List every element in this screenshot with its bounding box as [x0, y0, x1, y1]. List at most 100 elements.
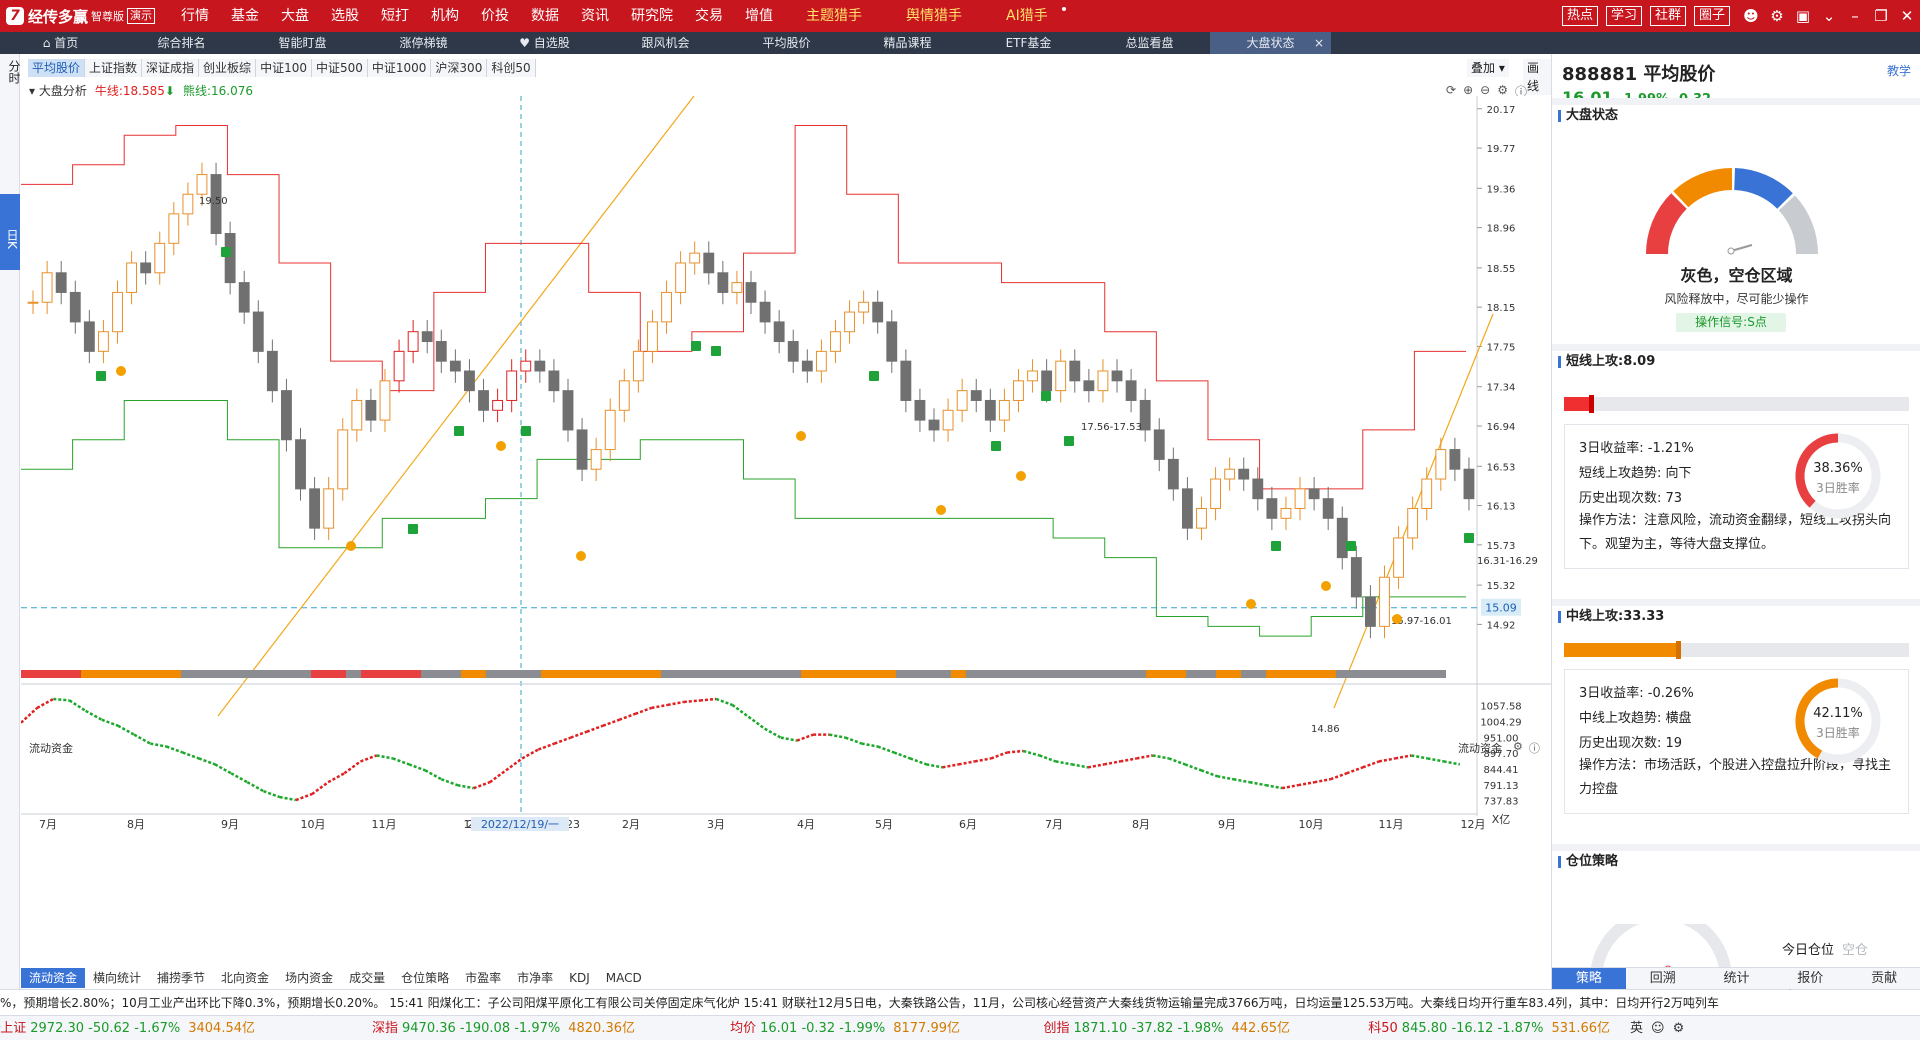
flow-segment [1039, 754, 1057, 763]
side-tab-daily[interactable]: 日K [0, 194, 20, 270]
bottom-tab-flow[interactable]: 流动资金 [21, 968, 86, 988]
panel-tab-stats[interactable]: 统计 [1723, 971, 1750, 986]
tab-average-price[interactable]: 平均股价 [726, 32, 847, 54]
side-tab-intraday[interactable]: 分时 [7, 60, 21, 84]
tab-smart-watch[interactable]: 智能盯盘 [242, 32, 363, 54]
ime-indicator[interactable]: 英 [1630, 1021, 1644, 1036]
candle-body [1210, 478, 1221, 509]
menu-research[interactable]: 研究院 [631, 8, 673, 24]
tab-limit-up[interactable]: 涨停梯镜 [363, 32, 484, 54]
menu-data[interactable]: 数据 [531, 8, 559, 24]
flow-segment [230, 772, 248, 784]
hotspot-button[interactable]: 热点 [1561, 6, 1598, 26]
chevron-down-icon[interactable]: ⌄ [1822, 7, 1836, 25]
menu-trade[interactable]: 交易 [695, 8, 723, 24]
y-tick-label: 18.96 [1487, 224, 1516, 235]
teach-link[interactable]: 教学 [1886, 64, 1911, 78]
menu-value-invest[interactable]: 价投 [481, 8, 509, 24]
help-icon[interactable]: ⓘ [1514, 85, 1527, 99]
tab-courses[interactable]: 精品课程 [847, 32, 968, 54]
bottom-tab-season[interactable]: 捕捞季节 [157, 971, 206, 985]
gear-icon[interactable]: ⚙ [1672, 1021, 1685, 1036]
index-tab-csi500[interactable]: 中证500 [311, 59, 368, 77]
refresh-icon[interactable]: ⟳ [1446, 83, 1457, 97]
zoom-in-icon[interactable]: ⊕ [1463, 83, 1474, 97]
bottom-tab-pe[interactable]: 市盈率 [465, 971, 502, 985]
index-tab-csi1000[interactable]: 中证1000 [367, 59, 432, 77]
index-sh[interactable]: 上证 2972.30 -50.62 -1.67% 3404.54亿 [0, 1016, 265, 1040]
index-tab-csi100[interactable]: 中证100 [256, 59, 312, 77]
flow-segment [747, 715, 766, 730]
app-logo[interactable]: 7 经传多赢 智尊版 演示 [0, 0, 170, 32]
layout-icon[interactable]: ▣ [1795, 7, 1811, 25]
close-icon[interactable]: ✕ [1900, 7, 1914, 25]
menu-short-trade[interactable]: 短打 [381, 8, 409, 24]
tab-close-icon[interactable]: × [1313, 36, 1324, 50]
bottom-tab-horizontal[interactable]: 横向统计 [93, 971, 142, 985]
tab-director[interactable]: 总监看盘 [1089, 32, 1210, 54]
tab-home[interactable]: ⌂ 首页 [0, 32, 121, 54]
settings-icon[interactable]: ⚙ [1770, 7, 1784, 25]
help-icon[interactable]: ⓘ [1528, 742, 1540, 755]
gear-icon[interactable]: ⚙ [1497, 83, 1508, 97]
menu-news[interactable]: 资讯 [581, 8, 609, 24]
index-avg[interactable]: 均价 16.01 -0.32 -1.99% 8177.99亿 [645, 1016, 970, 1040]
indicator-selector[interactable]: ▾ 大盘分析 [29, 84, 87, 98]
bottom-tab-pb[interactable]: 市净率 [517, 971, 554, 985]
index-tab-sh[interactable]: 上证指数 [85, 59, 143, 77]
candle-body [618, 380, 630, 411]
learn-button[interactable]: 学习 [1605, 6, 1642, 26]
emoji-icon[interactable]: ☺ [1651, 1021, 1665, 1036]
index-tab-chinext[interactable]: 创业板综 [199, 59, 257, 77]
circle-button[interactable]: 圈子 [1693, 6, 1730, 26]
zoom-out-icon[interactable]: ⊖ [1480, 83, 1491, 97]
bottom-tab-kdj[interactable]: KDJ [569, 971, 590, 985]
bottom-tab-onfloor[interactable]: 场内资金 [285, 971, 334, 985]
menu-quotes[interactable]: 行情 [181, 8, 209, 24]
tab-follow[interactable]: 跟风机会 [605, 32, 726, 54]
panel-tab-contribution[interactable]: 贡献 [1871, 971, 1898, 986]
menu-ai-hunter[interactable]: AI猎手 [984, 0, 1070, 32]
bottom-tab-volume[interactable]: 成交量 [349, 971, 386, 985]
panel-tab-quote[interactable]: 报价 [1797, 971, 1824, 986]
overlay-dropdown[interactable]: 叠加 ▾ [1467, 59, 1509, 77]
draw-line-button[interactable]: 画线 [1523, 59, 1551, 95]
index-tab-hs300[interactable]: 沪深300 [431, 59, 488, 77]
index-sz[interactable]: 深指 9470.36 -190.08 -1.97% 4820.36亿 [265, 1016, 645, 1040]
gear-icon[interactable]: ⚙ [1513, 740, 1523, 753]
minimize-icon[interactable]: – [1851, 7, 1859, 25]
menu-market[interactable]: 大盘 [281, 8, 309, 24]
community-button[interactable]: 社群 [1649, 6, 1686, 26]
state-strip-segment [361, 670, 421, 678]
menu-value-added[interactable]: 增值 [745, 8, 773, 24]
flow-segment [537, 742, 555, 751]
index-chinext[interactable]: 创指 1871.10 -37.82 -1.98% 442.65亿 [970, 1016, 1300, 1040]
sell-marker [991, 441, 1001, 451]
menu-institutions[interactable]: 机构 [431, 8, 459, 24]
index-tab-avg-price[interactable]: 平均股价 [28, 59, 86, 77]
menu-theme-hunter[interactable]: 主题猎手 [806, 8, 862, 24]
user-icon[interactable]: ☻ [1743, 7, 1759, 25]
price-annotation: 17.56-17.53 [1081, 422, 1142, 433]
panel-tab-strategy[interactable]: 策略 [1552, 968, 1626, 989]
index-tab-star50[interactable]: 科创50 [487, 59, 536, 77]
bottom-tab-north[interactable]: 北向资金 [221, 971, 270, 985]
menu-stock-picking[interactable]: 选股 [331, 8, 359, 24]
panel-tab-backtest[interactable]: 回溯 [1649, 971, 1676, 986]
bottom-tab-macd[interactable]: MACD [605, 971, 642, 985]
tab-ranking[interactable]: 综合排名 [121, 32, 242, 54]
index-star50[interactable]: 科50 845.80 -16.12 -1.87% 531.66亿 [1300, 1016, 1620, 1040]
index-change: -37.82 [1131, 1021, 1174, 1036]
tab-etf[interactable]: ETF基金 [968, 32, 1089, 54]
tab-watchlist[interactable]: ♥ 自选股 [484, 32, 605, 54]
menu-funds[interactable]: 基金 [231, 8, 259, 24]
bottom-tab-position[interactable]: 仓位策略 [401, 971, 450, 985]
crosshair-date-label: 2022/12/19/一 [481, 818, 559, 831]
menu-sentiment-hunter[interactable]: 舆情猎手 [906, 8, 962, 24]
candle-body [548, 370, 560, 392]
kline-chart[interactable]: 20.17 19.77 19.36 18.96 18.55 18.15 17.75 17.34… [21, 96, 1551, 831]
index-tab-sz[interactable]: 深证成指 [142, 59, 200, 77]
tab-market-state[interactable]: 大盘状态 × [1210, 32, 1331, 54]
restore-icon[interactable]: ❐ [1874, 7, 1888, 25]
news-ticker[interactable]: %，预期增长2.80%；10月工业产出环比下降0.3%，预期增长0.20%。 1… [0, 989, 1920, 1015]
